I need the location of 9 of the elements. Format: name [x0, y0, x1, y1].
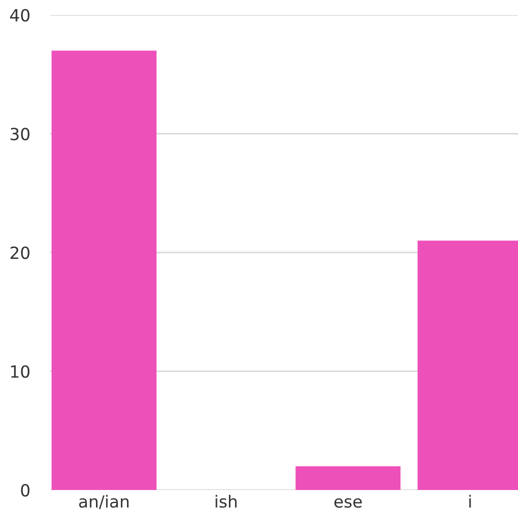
y-tick-label: 10 [11, 365, 30, 378]
y-tick-label: 40 [10, 8, 30, 22]
x-tick-label: an/ian [79, 494, 129, 510]
x-tick-label: i [469, 494, 471, 508]
x-tick-label: ish [216, 494, 237, 508]
y-tick-label: 20 [10, 246, 30, 260]
x-tick-label: ese [334, 498, 362, 508]
y-tick-label: 30 [10, 128, 30, 140]
y-tick-label: 0 [21, 484, 30, 497]
